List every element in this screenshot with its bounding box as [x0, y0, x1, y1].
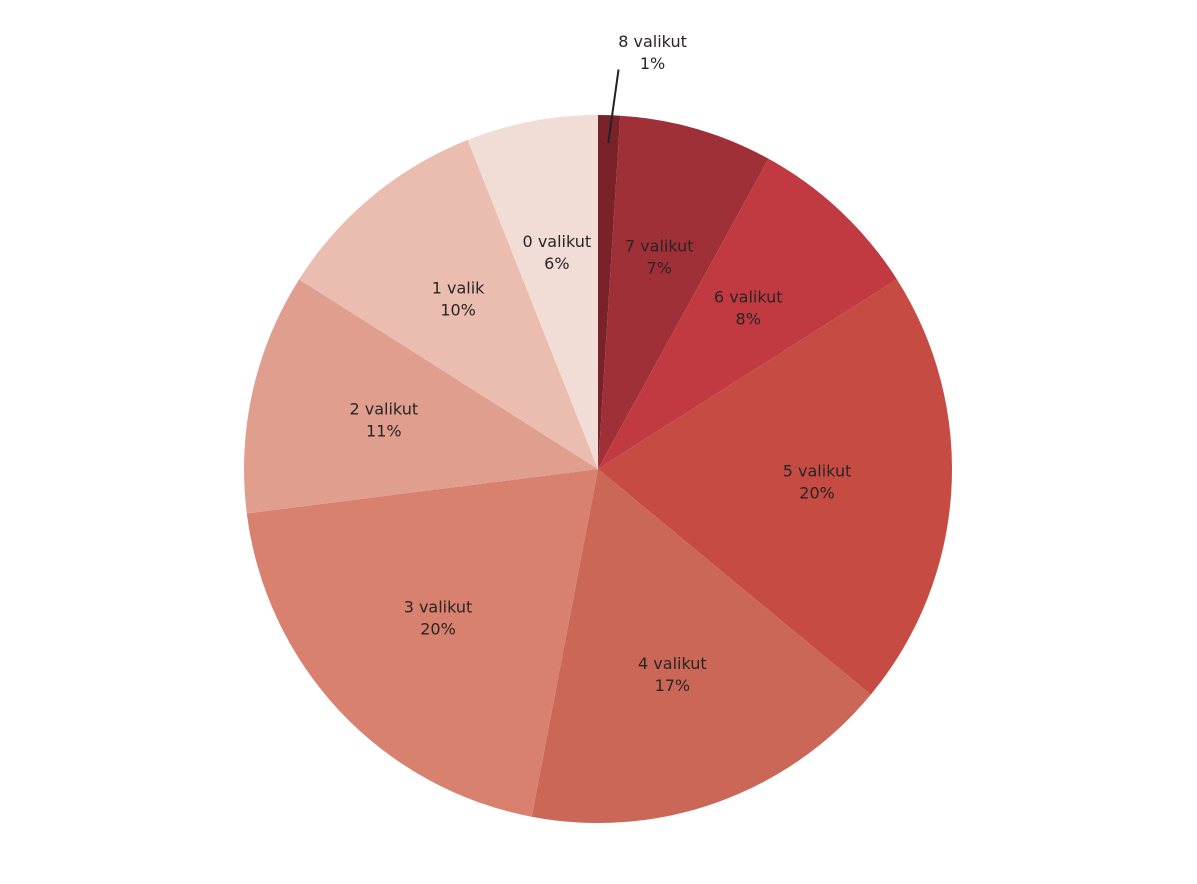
slice-label: 4 valikut	[638, 654, 707, 673]
slice-label: 2 valikut	[349, 400, 418, 419]
leader-line	[607, 69, 620, 144]
slice-label: 5 valikut	[783, 461, 852, 480]
pie-slice	[598, 158, 897, 470]
slice-value-label: 11%	[366, 422, 402, 441]
pie-slice	[243, 279, 598, 514]
slice-value-label: 20%	[799, 483, 835, 502]
slice-label: 8 valikut	[618, 32, 687, 51]
slice-value-label: 6%	[544, 254, 569, 273]
pie-slice	[467, 115, 598, 469]
slice-value-label: 7%	[647, 259, 672, 278]
pie-slice	[299, 139, 598, 469]
slice-value-label: 1%	[640, 54, 665, 73]
slice-label: 3 valikut	[404, 598, 473, 617]
pie-slice	[531, 469, 871, 824]
slice-label: 7 valikut	[625, 237, 694, 256]
slice-value-label: 8%	[736, 310, 761, 329]
slice-label: 0 valikut	[523, 232, 592, 251]
pie-slice	[598, 279, 953, 695]
slice-value-label: 10%	[440, 300, 476, 319]
pie-slice	[598, 115, 621, 469]
slice-value-label: 20%	[420, 620, 456, 639]
pie-slice	[598, 115, 769, 469]
pie-slice	[246, 469, 599, 817]
slice-value-label: 17%	[655, 676, 691, 695]
slice-label: 6 valikut	[714, 288, 783, 307]
slice-label: 1 valik	[432, 278, 485, 297]
